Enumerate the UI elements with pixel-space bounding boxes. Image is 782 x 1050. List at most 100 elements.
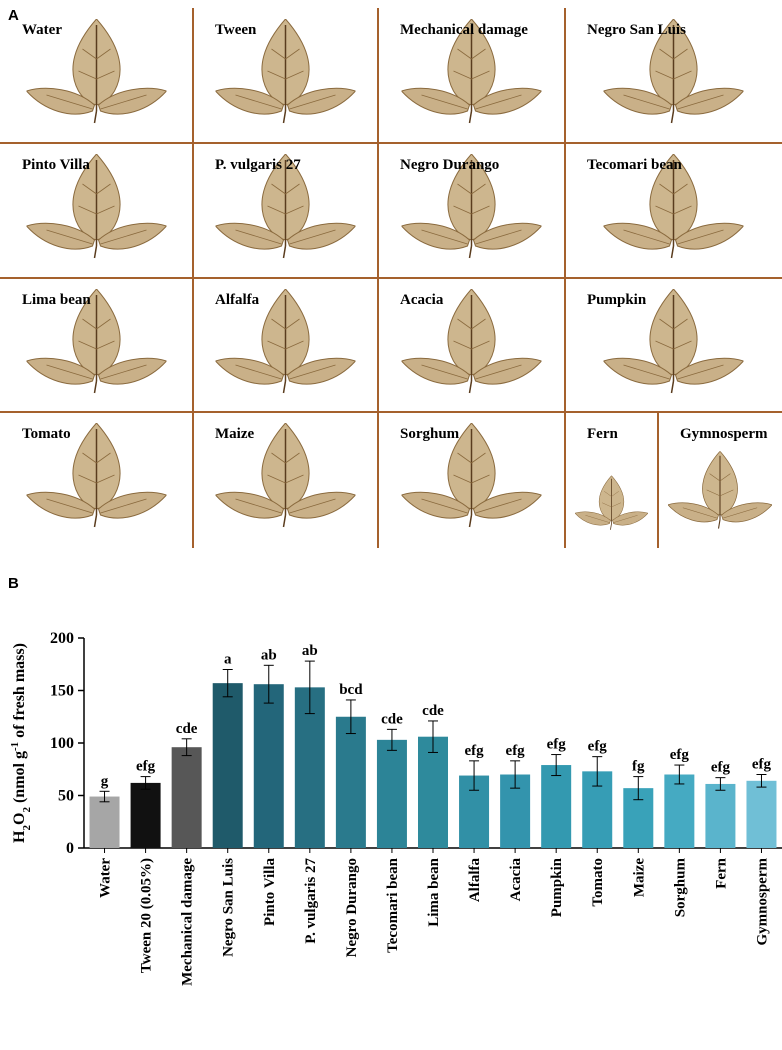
- y-axis-label-part: 2: [21, 807, 33, 813]
- error-bar: [633, 776, 644, 801]
- x-tick-label: Pinto Villa: [262, 858, 278, 926]
- significance-label: ab: [302, 643, 318, 659]
- x-tick-label: Acacia: [508, 858, 524, 902]
- y-tick-label: 0: [66, 840, 74, 857]
- cell-label: Sorghum: [400, 426, 460, 442]
- y-axis-label-part: O: [11, 813, 28, 825]
- x-tick-label: Lima bean: [426, 857, 442, 926]
- x-tick-label: Tween 20 (0.05%): [139, 858, 155, 973]
- x-tick-label: Tomato: [590, 858, 606, 907]
- error-bar: [222, 669, 233, 698]
- cell-label: Acacia: [400, 292, 444, 308]
- error-bar: [510, 760, 521, 789]
- x-tick-label: Sorghum: [672, 858, 688, 918]
- x-tick-label: Alfalfa: [467, 858, 483, 903]
- error-bar: [592, 756, 603, 787]
- panel-b: B H2O2 (nmol g-1 of fresh mass)050100150…: [8, 575, 782, 986]
- y-tick-label: 150: [50, 683, 74, 700]
- cell-label: Tomato: [22, 426, 71, 442]
- cell-label: Tecomari bean: [587, 157, 683, 173]
- y-axis-label-part: -1: [9, 742, 21, 751]
- bar: [130, 782, 161, 848]
- significance-label: efg: [711, 760, 731, 776]
- significance-label: cde: [381, 711, 403, 727]
- panel-label: A: [8, 7, 19, 24]
- significance-label: g: [101, 773, 109, 789]
- error-bar: [181, 738, 192, 757]
- error-bar: [674, 764, 685, 785]
- error-bar: [715, 777, 726, 791]
- significance-label: efg: [136, 759, 156, 775]
- bar: [335, 716, 366, 848]
- cell-borders: [0, 8, 782, 548]
- bar: [541, 765, 572, 848]
- y-tick-label: 50: [58, 788, 74, 805]
- cell-label: Negro San Luis: [587, 22, 686, 38]
- bar: [746, 780, 777, 848]
- leaf-image: [575, 475, 648, 531]
- error-bar: [140, 776, 151, 790]
- error-bar: [345, 699, 356, 735]
- y-axis-label-part: (nmol g: [11, 751, 28, 807]
- x-tick-label: Tecomari bean: [385, 857, 401, 953]
- x-tick-label: Gymnosperm: [754, 858, 770, 946]
- cell-label: Maize: [215, 426, 254, 442]
- x-tick-label: P. vulgaris 27: [303, 858, 319, 944]
- bar: [705, 783, 736, 848]
- significance-label: efg: [588, 739, 608, 755]
- y-axis-label-part: of fresh mass): [11, 643, 28, 742]
- cell-label: P. vulgaris 27: [215, 157, 301, 173]
- cell-label: Water: [22, 22, 62, 38]
- bar: [418, 736, 448, 848]
- significance-label: efg: [506, 743, 526, 759]
- cell-label: Alfalfa: [215, 292, 260, 308]
- x-tick-label: Fern: [713, 857, 729, 888]
- error-bar: [469, 760, 480, 791]
- error-bar: [386, 728, 397, 751]
- error-bar: [304, 660, 315, 715]
- bar: [376, 739, 407, 848]
- significance-label: ab: [261, 647, 277, 663]
- error-bar: [551, 754, 562, 777]
- y-axis-label-part: 2: [21, 824, 33, 830]
- cell-label: Tween: [215, 22, 257, 38]
- leaf-image: [668, 451, 772, 530]
- error-bar: [99, 790, 110, 803]
- significance-label: a: [224, 652, 232, 668]
- bar: [664, 774, 695, 848]
- x-tick-label: Negro San Luis: [221, 858, 237, 957]
- x-tick-label: Negro Durango: [344, 858, 360, 957]
- significance-label: efg: [752, 757, 772, 773]
- x-tick-label: Mechanical damage: [180, 858, 196, 986]
- bar: [294, 687, 325, 848]
- x-tick-label: Pumpkin: [549, 857, 565, 917]
- cell-label: Gymnosperm: [680, 426, 768, 442]
- error-bar: [428, 720, 438, 753]
- error-bar: [263, 664, 274, 704]
- error-bar: [756, 774, 767, 788]
- y-tick-label: 200: [50, 630, 74, 647]
- panel-label: B: [8, 575, 19, 592]
- significance-label: fg: [632, 759, 645, 775]
- x-tick-label: Water: [98, 858, 114, 898]
- y-axis-label-part: H: [11, 830, 28, 843]
- x-tick-label: Maize: [631, 858, 647, 897]
- cell-label: Pinto Villa: [22, 157, 90, 173]
- significance-label: efg: [464, 743, 484, 759]
- cell-label: Negro Durango: [400, 157, 499, 173]
- significance-label: cde: [422, 703, 444, 719]
- cell-label: Lima bean: [22, 292, 91, 308]
- y-axis-label: H2O2 (nmol g-1 of fresh mass): [9, 643, 33, 843]
- significance-label: efg: [547, 737, 567, 753]
- significance-label: efg: [670, 747, 690, 763]
- cell-label: Fern: [587, 426, 618, 442]
- significance-label: bcd: [339, 682, 363, 698]
- bar: [171, 747, 202, 848]
- panel-a: A Water Tween Mechanical damage Negro San L…: [0, 7, 782, 548]
- bar: [212, 683, 243, 848]
- significance-label: cde: [176, 721, 198, 737]
- cell-label: Mechanical damage: [400, 22, 528, 38]
- bar: [253, 684, 284, 848]
